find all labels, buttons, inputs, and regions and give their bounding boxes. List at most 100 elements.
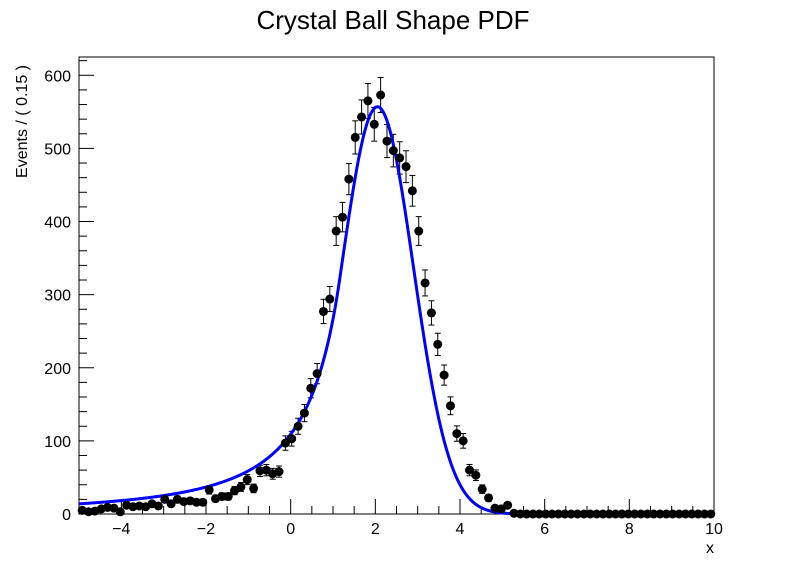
- data-point: [401, 162, 411, 172]
- data-point: [350, 132, 360, 142]
- x-tick-label: 4: [456, 521, 465, 538]
- data-point: [223, 491, 233, 501]
- data-point: [484, 493, 494, 503]
- data-point: [426, 308, 436, 318]
- data-point: [338, 212, 348, 222]
- data-point: [204, 485, 214, 495]
- data-point: [680, 509, 690, 519]
- x-tick-label: −2: [197, 521, 215, 538]
- data-point: [458, 436, 468, 446]
- data-point: [661, 509, 671, 519]
- data-point: [388, 146, 398, 156]
- data-point: [115, 507, 125, 517]
- x-tick-label: 0: [286, 521, 295, 538]
- data-point: [642, 509, 652, 519]
- data-point: [598, 509, 608, 519]
- data-point: [687, 509, 697, 519]
- data-point: [166, 499, 176, 509]
- y-tick-label: 100: [44, 434, 71, 451]
- data-point: [572, 509, 582, 519]
- data-point: [547, 509, 557, 519]
- x-axis-label: x: [706, 540, 714, 557]
- data-point: [541, 509, 551, 519]
- data-point: [236, 482, 246, 492]
- data-point: [604, 509, 614, 519]
- data-point: [160, 494, 170, 504]
- data-point: [585, 509, 595, 519]
- y-tick-label: 400: [44, 215, 71, 232]
- data-point: [312, 369, 322, 379]
- data-point: [191, 497, 201, 507]
- fit-curve: [78, 105, 714, 516]
- data-point: [592, 509, 602, 519]
- data-point: [534, 509, 544, 519]
- y-axis: 0 100 200 300 400 500 600: [44, 60, 94, 524]
- data-point: [452, 429, 462, 439]
- x-tick-label: 10: [705, 521, 723, 538]
- data-point: [471, 470, 481, 480]
- y-tick-label: 0: [62, 507, 71, 524]
- data-point: [376, 90, 386, 100]
- data-point: [515, 509, 525, 519]
- data-point: [395, 153, 405, 163]
- x-tick-label: 8: [625, 521, 634, 538]
- data-point: [153, 501, 163, 511]
- y-tick-label: 600: [44, 68, 71, 85]
- data-point: [528, 509, 538, 519]
- data-point: [325, 294, 335, 304]
- y-axis-label: Events / ( 0.15 ): [14, 65, 31, 178]
- data-point: [579, 509, 589, 519]
- x-tick-label: −4: [112, 521, 130, 538]
- data-point: [363, 96, 373, 106]
- data-point: [439, 370, 449, 380]
- data-point: [553, 509, 563, 519]
- data-point: [331, 226, 341, 236]
- data-point: [655, 509, 665, 519]
- data-point: [560, 509, 570, 519]
- data-point: [465, 465, 475, 475]
- plot-frame: [78, 56, 715, 515]
- x-tick-label: 2: [371, 521, 380, 538]
- data-point: [293, 421, 303, 431]
- data-point: [318, 306, 328, 316]
- data-point: [617, 509, 627, 519]
- data-point: [477, 484, 487, 494]
- data-point: [242, 475, 252, 485]
- data-point: [407, 186, 417, 196]
- data-point: [706, 509, 716, 519]
- data-point: [630, 509, 640, 519]
- chart-title: Crystal Ball Shape PDF: [256, 5, 529, 35]
- data-point: [649, 509, 659, 519]
- data-point: [198, 497, 208, 507]
- data-point: [306, 383, 316, 393]
- data-point: [611, 509, 621, 519]
- y-tick-label: 500: [44, 141, 71, 158]
- data-point: [420, 278, 430, 288]
- data-point: [414, 226, 424, 236]
- data-point: [280, 438, 290, 448]
- data-point: [693, 509, 703, 519]
- data-point: [566, 509, 576, 519]
- data-point: [522, 509, 532, 519]
- data-point: [274, 467, 284, 477]
- data-point: [382, 136, 392, 146]
- data-point: [357, 112, 367, 122]
- data-point: [217, 491, 227, 501]
- error-bars: [79, 77, 714, 515]
- data-point: [699, 509, 709, 519]
- data-point: [636, 509, 646, 519]
- data-point: [287, 434, 297, 444]
- data-point: [369, 119, 379, 129]
- data-point: [674, 509, 684, 519]
- x-axis: −4 −2 0 2 4 6 8 10: [78, 499, 723, 538]
- data-point: [249, 483, 259, 493]
- data-point: [623, 509, 633, 519]
- data-point: [668, 509, 678, 519]
- y-tick-label: 300: [44, 288, 71, 305]
- data-point: [344, 174, 354, 184]
- data-point: [445, 401, 455, 411]
- data-point: [299, 408, 309, 418]
- data-points: [77, 90, 716, 519]
- data-point: [433, 339, 443, 349]
